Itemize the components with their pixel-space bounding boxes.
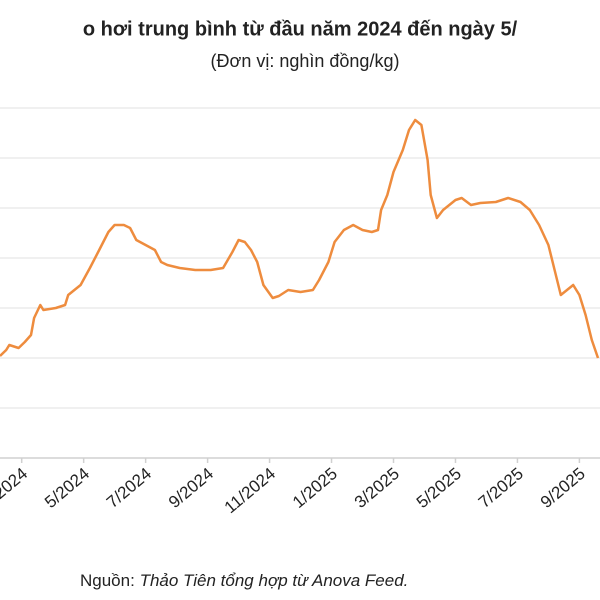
x-tick-label: 9/2025 (537, 464, 589, 512)
chart-subtitle: (Đơn vị: nghìn đồng/kg) (211, 51, 400, 71)
x-tick-label: 7/2024 (103, 464, 155, 512)
source-text: Thảo Tiên tổng hợp từ Anova Feed. (140, 571, 409, 590)
chart-title: o hơi trung bình từ đầu năm 2024 đến ngà… (83, 18, 518, 40)
x-tick-label: 7/2025 (475, 464, 527, 512)
x-tick-label: 11/2024 (221, 464, 279, 517)
source-label: Nguồn: (80, 571, 135, 590)
x-tick-label: 5/2024 (41, 464, 93, 512)
x-tick-label: 3/2025 (351, 464, 403, 512)
source-note: Nguồn: Thảo Tiên tổng hợp từ Anova Feed. (80, 571, 408, 590)
x-tick-label: 3/2024 (0, 464, 31, 512)
x-tick-label: 5/2025 (413, 464, 465, 512)
x-tick-label: 9/2024 (165, 464, 217, 512)
price-line (0, 118, 600, 359)
x-tick-label: 1/2025 (289, 464, 341, 512)
